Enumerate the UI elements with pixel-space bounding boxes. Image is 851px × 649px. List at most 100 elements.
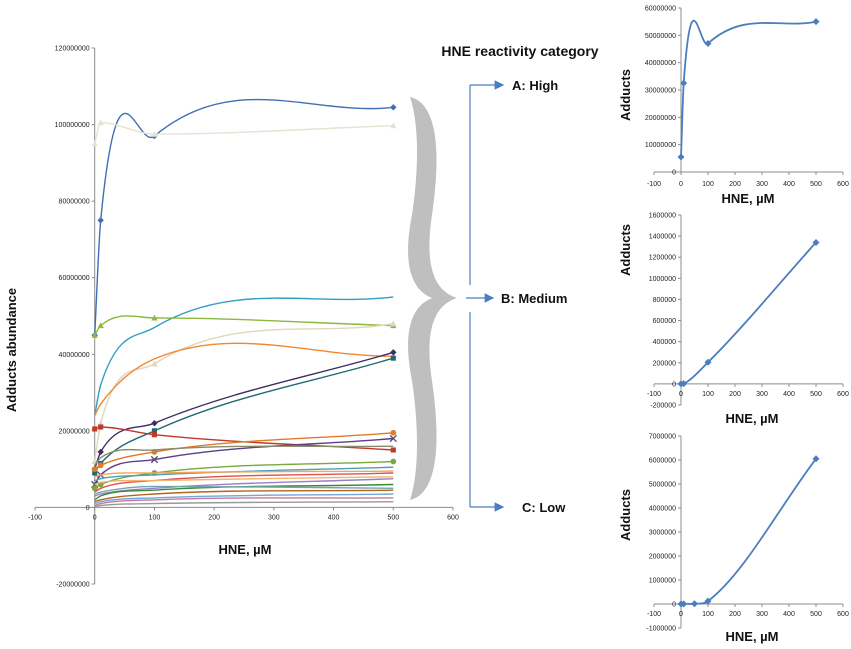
y-tick-label: 4000000	[649, 506, 676, 513]
y-tick-label: 100000000	[55, 122, 90, 129]
series-line-s19	[94, 489, 394, 503]
x-tick-label: 300	[756, 181, 768, 188]
data-point	[680, 380, 688, 388]
y-tick-label: 1600000	[649, 213, 676, 220]
x-tick-label: 400	[783, 611, 795, 618]
y-tick-label: 40000000	[59, 352, 90, 359]
data-point	[151, 432, 157, 438]
y-tick-label: 6000000	[649, 458, 676, 465]
y-tick-label: 10000000	[645, 142, 676, 149]
x-tick-label: 100	[702, 611, 714, 618]
y-tick-label: 1400000	[649, 234, 676, 241]
low-chart: -100 0 100 200 300 400 500 600 -1000000 0 1000000 2…	[618, 434, 849, 645]
y-tick-label: 0	[672, 381, 676, 388]
series-line-s20	[94, 493, 394, 505]
series-line-s17	[94, 478, 394, 497]
series-line-High	[680, 19, 817, 158]
series-line-s21	[94, 497, 394, 507]
y-tick-label: 60000000	[645, 6, 676, 13]
low-ylabel: Adducts	[618, 489, 633, 541]
x-tick-label: 600	[837, 181, 849, 188]
y-tick-label: 400000	[653, 339, 676, 346]
data-point	[390, 104, 397, 111]
series-line-s5	[94, 323, 394, 462]
series-line-s8	[94, 357, 394, 474]
y-tick-label: 30000000	[645, 88, 676, 95]
x-tick-label: 200	[208, 514, 220, 521]
data-point	[91, 331, 98, 338]
x-tick-label: -100	[647, 391, 661, 398]
high-ylabel: Adducts	[618, 69, 633, 121]
main-ylabel: Adducts abundance	[4, 288, 19, 412]
x-tick-label: 600	[447, 514, 459, 521]
data-point	[704, 358, 712, 366]
y-tick-label: 20000000	[645, 115, 676, 122]
series-line-s2	[94, 121, 394, 144]
x-tick-label: 500	[810, 611, 822, 618]
data-point	[390, 355, 396, 361]
category-low-label: C: Low	[522, 500, 566, 515]
y-tick-label: -1000000	[646, 626, 676, 633]
series-line-Medium	[680, 241, 817, 385]
series-line-s23	[94, 476, 394, 486]
x-tick-label: -100	[647, 611, 661, 618]
main-chart: -100 0 100 200 300 400 500 600 -20000000 0 2000000…	[4, 46, 459, 589]
series-line-s22	[94, 501, 394, 508]
series-line-s3	[94, 296, 394, 416]
data-point	[691, 600, 698, 608]
data-point	[97, 448, 104, 456]
data-point	[151, 420, 158, 427]
y-tick-label: 1000000	[649, 578, 676, 585]
y-tick-label: 1200000	[649, 255, 676, 262]
data-point	[151, 130, 158, 137]
y-tick-label: -20000000	[56, 582, 90, 589]
x-tick-label: -100	[647, 181, 661, 188]
data-point	[98, 424, 104, 430]
data-point	[390, 458, 397, 465]
y-tick-label: 0	[672, 170, 676, 177]
data-point	[704, 597, 712, 605]
y-tick-label: 60000000	[59, 275, 90, 282]
x-tick-label: 400	[783, 181, 795, 188]
data-point	[390, 122, 397, 129]
data-point	[390, 349, 397, 356]
x-tick-label: 400	[783, 391, 795, 398]
series-line-s12	[94, 445, 394, 466]
medium-xlabel: HNE, µM	[726, 411, 779, 426]
data-point	[390, 429, 397, 436]
x-tick-label: 0	[679, 181, 683, 188]
x-tick-label: 500	[810, 391, 822, 398]
data-point	[680, 600, 688, 608]
y-tick-label: 1000000	[649, 276, 676, 283]
series-line-s14	[94, 466, 394, 482]
category-medium-label: B: Medium	[501, 291, 567, 306]
high-xlabel: HNE, µM	[722, 191, 775, 206]
x-tick-label: 300	[756, 391, 768, 398]
main-xlabel: HNE, µM	[219, 542, 272, 557]
data-point	[704, 40, 712, 48]
data-point	[91, 466, 98, 473]
y-tick-label: -200000	[650, 403, 676, 410]
series-line-s1	[94, 98, 394, 336]
x-tick-label: -100	[28, 514, 42, 521]
data-point	[97, 119, 104, 126]
data-point	[812, 18, 820, 26]
series-line-s24	[94, 485, 394, 495]
data-point	[151, 360, 158, 367]
y-tick-label: 20000000	[59, 428, 90, 435]
x-tick-label: 200	[729, 391, 741, 398]
data-point	[92, 426, 98, 432]
data-point	[97, 322, 104, 329]
data-point	[151, 314, 158, 321]
data-point	[812, 238, 820, 246]
y-tick-label: 800000	[653, 297, 676, 304]
medium-ylabel: Adducts	[618, 224, 633, 276]
data-point	[91, 140, 98, 147]
data-point	[97, 462, 104, 469]
data-point	[677, 153, 685, 161]
y-tick-label: 7000000	[649, 434, 676, 441]
high-chart: -100 0 100 200 300 400 500 600 0 10000000 20000000…	[618, 6, 849, 207]
x-tick-label: 600	[837, 391, 849, 398]
y-tick-label: 50000000	[645, 33, 676, 40]
